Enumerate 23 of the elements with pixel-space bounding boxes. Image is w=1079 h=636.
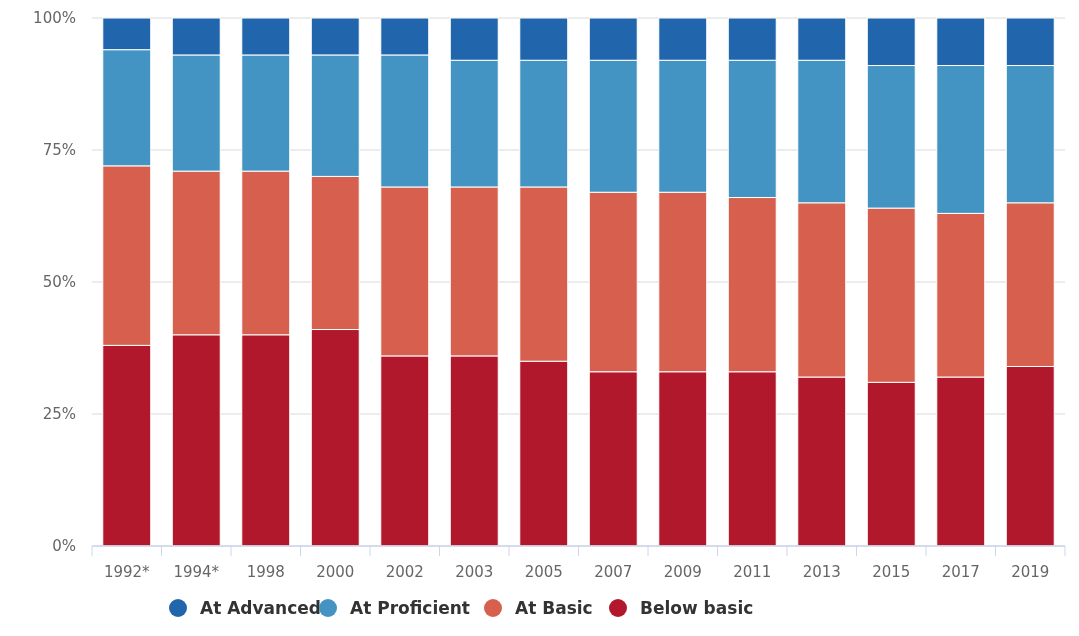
legend-label: Below basic	[640, 598, 754, 618]
x-tick-label: 2011	[733, 563, 772, 581]
x-tick-label: 1998	[246, 563, 285, 581]
y-tick-label: 75%	[42, 141, 76, 160]
x-tick-label: 2007	[594, 563, 633, 581]
x-tick-label: 2000	[316, 563, 355, 581]
legend-label: At Basic	[515, 598, 593, 618]
y-tick-label: 100%	[33, 9, 76, 28]
x-tick-label: 2005	[524, 563, 563, 581]
x-tick-label: 2002	[385, 563, 424, 581]
legend-label: At Advanced	[200, 598, 321, 618]
x-tick-label: 2013	[802, 563, 841, 581]
x-tick-label: 2017	[941, 563, 980, 581]
x-tick-label: 1992*	[103, 563, 151, 581]
x-tick-label: 2019	[1011, 563, 1050, 581]
legend-label: At Proficient	[350, 598, 470, 618]
y-tick-label: 0%	[52, 537, 76, 556]
x-tick-label: 2015	[872, 563, 911, 581]
y-tick-label: 25%	[42, 405, 76, 424]
x-tick-label: 2009	[663, 563, 702, 581]
x-tick-label: 2003	[455, 563, 494, 581]
x-tick-label: 1994*	[173, 563, 220, 581]
y-tick-label: 50%	[42, 273, 76, 292]
